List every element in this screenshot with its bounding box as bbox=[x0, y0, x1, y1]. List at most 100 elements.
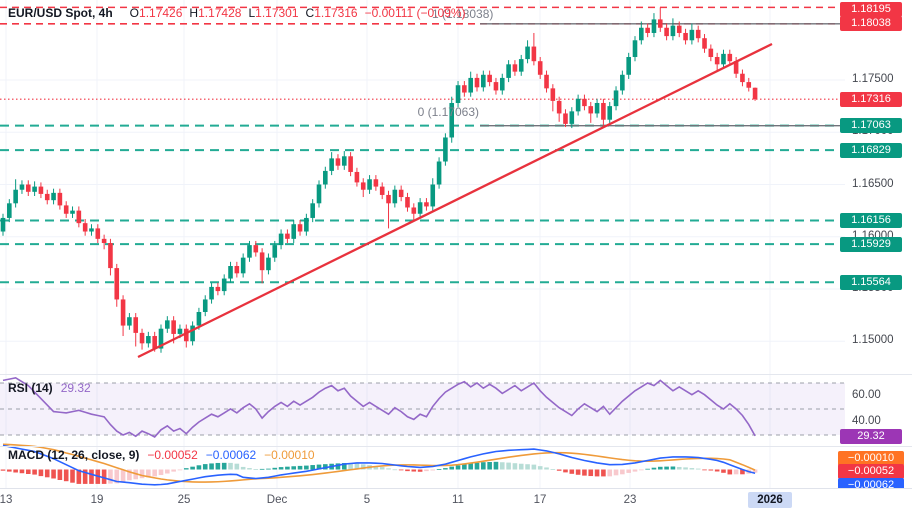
candle-body bbox=[601, 102, 606, 120]
candle-body bbox=[133, 317, 139, 333]
macd-histogram-bar bbox=[19, 469, 25, 474]
pane-divider-macd[interactable] bbox=[0, 446, 912, 447]
macd-histogram-bar bbox=[285, 466, 290, 470]
price-badge: 1.18195 bbox=[840, 2, 902, 17]
macd-histogram-bar bbox=[101, 469, 107, 484]
macd-histogram-bar bbox=[594, 469, 600, 477]
candle-body bbox=[38, 186, 44, 194]
time-label[interactable]: 25 bbox=[177, 494, 191, 506]
candle-body bbox=[645, 27, 650, 33]
macd-histogram-bar bbox=[620, 469, 625, 475]
candle-body bbox=[721, 53, 726, 65]
price-badge: 1.17316 bbox=[840, 91, 902, 107]
macd-histogram-bar bbox=[506, 462, 511, 470]
macd-signal-value: −0.00010 bbox=[264, 448, 315, 462]
time-label[interactable]: 11 bbox=[452, 494, 464, 506]
macd-histogram-bar bbox=[468, 463, 473, 470]
candle-body bbox=[247, 245, 252, 258]
macd-histogram-bar bbox=[664, 466, 669, 470]
candle-body bbox=[702, 38, 707, 49]
close-value: 1.17316 bbox=[314, 6, 358, 20]
candle-body bbox=[506, 64, 511, 78]
candle-body bbox=[114, 268, 120, 300]
macd-histogram-bar bbox=[569, 469, 575, 474]
candle-body bbox=[544, 74, 549, 89]
macd-histogram-bar bbox=[177, 469, 183, 471]
candle-body bbox=[278, 233, 284, 246]
macd-histogram-bar bbox=[278, 467, 284, 470]
candle-body bbox=[335, 158, 341, 166]
time-label[interactable]: Dec bbox=[266, 494, 288, 506]
time-label[interactable]: 5 bbox=[363, 494, 371, 506]
time-label[interactable]: 17 bbox=[533, 494, 547, 506]
trendline bbox=[137, 42, 773, 359]
rsi-legend[interactable]: RSI (14) 29.32 bbox=[8, 381, 91, 395]
macd-histogram-bar bbox=[0, 469, 6, 471]
macd-histogram-bar bbox=[607, 469, 613, 477]
macd-histogram-bar bbox=[304, 465, 309, 470]
candle-body bbox=[354, 171, 360, 183]
time-label[interactable]: 19 bbox=[90, 494, 104, 506]
macd-histogram-bar bbox=[537, 466, 543, 470]
macd-histogram-bar bbox=[341, 463, 347, 470]
candle-body bbox=[620, 74, 625, 91]
symbol-legend[interactable]: EUR/USD Spot, 4h O1.17426 H1.17428 L1.17301… bbox=[8, 6, 466, 20]
macd-histogram-bar bbox=[348, 463, 353, 470]
candle-body bbox=[221, 278, 227, 292]
candle-body bbox=[127, 317, 132, 326]
candle-body bbox=[266, 257, 271, 271]
time-label-highlighted[interactable]: 2026 bbox=[748, 492, 792, 508]
macd-histogram-bar bbox=[7, 469, 12, 472]
pane-divider-rsi[interactable] bbox=[0, 374, 912, 375]
macd-histogram-bar bbox=[183, 468, 189, 470]
candle-body bbox=[752, 87, 758, 100]
candle-body bbox=[63, 205, 69, 214]
price-axis[interactable]: 1.175001.170001.165001.160001.155001.150… bbox=[838, 0, 912, 494]
high-value: 1.17428 bbox=[198, 6, 242, 20]
macd-histogram-bar bbox=[613, 469, 619, 476]
macd-histogram-bar bbox=[588, 469, 594, 477]
macd-histogram-bar bbox=[702, 469, 707, 471]
high-label: H bbox=[189, 6, 199, 20]
chart-canvas[interactable] bbox=[0, 0, 912, 488]
candle-body bbox=[19, 184, 25, 190]
candle-body bbox=[651, 19, 657, 33]
macd-histogram-bar bbox=[670, 466, 676, 470]
macd-histogram-bar bbox=[57, 469, 63, 480]
macd-histogram-bar bbox=[291, 466, 297, 470]
macd-histogram-bar bbox=[354, 463, 360, 470]
macd-histogram-bar bbox=[297, 465, 303, 470]
rsi-tick-label: 60.00 bbox=[852, 389, 881, 401]
macd-histogram-bar bbox=[76, 469, 82, 484]
macd-histogram-bar bbox=[544, 467, 549, 470]
candle-body bbox=[51, 192, 56, 201]
candle-body bbox=[443, 137, 448, 162]
macd-histogram-bar bbox=[323, 464, 328, 470]
macd-histogram-bar bbox=[455, 465, 461, 470]
macd-histogram-bar bbox=[158, 469, 164, 476]
candle-body bbox=[386, 194, 391, 204]
macd-legend[interactable]: MACD (12, 26, close, 9) −0.00052 −0.00062−… bbox=[8, 448, 315, 462]
macd-histogram-bar bbox=[253, 469, 259, 470]
macd-histogram-bar bbox=[171, 469, 176, 472]
time-label[interactable]: 23 bbox=[623, 494, 637, 506]
candle-body bbox=[297, 224, 303, 232]
time-label[interactable]: 13 bbox=[0, 494, 13, 506]
candle-body bbox=[468, 77, 473, 93]
macd-histogram-bar bbox=[247, 468, 252, 470]
macd-histogram-bar bbox=[556, 469, 562, 471]
macd-histogram-bar bbox=[266, 468, 271, 470]
price-tick-label: 1.16500 bbox=[852, 177, 894, 190]
macd-histogram-bar bbox=[689, 468, 695, 470]
macd-signal-line bbox=[2, 443, 756, 483]
candle-body bbox=[714, 57, 720, 65]
candle-body bbox=[424, 202, 429, 207]
time-axis[interactable]: 13 19 25 Dec 5 11 17 23 2026 bbox=[0, 488, 912, 513]
macd-histogram-bar bbox=[379, 467, 385, 470]
candle-body bbox=[146, 336, 151, 344]
candle-body bbox=[139, 332, 145, 344]
macd-histogram-bar bbox=[575, 469, 581, 475]
macd-histogram-bar bbox=[695, 468, 701, 470]
candle-body bbox=[373, 179, 379, 187]
candle-body bbox=[455, 85, 461, 103]
